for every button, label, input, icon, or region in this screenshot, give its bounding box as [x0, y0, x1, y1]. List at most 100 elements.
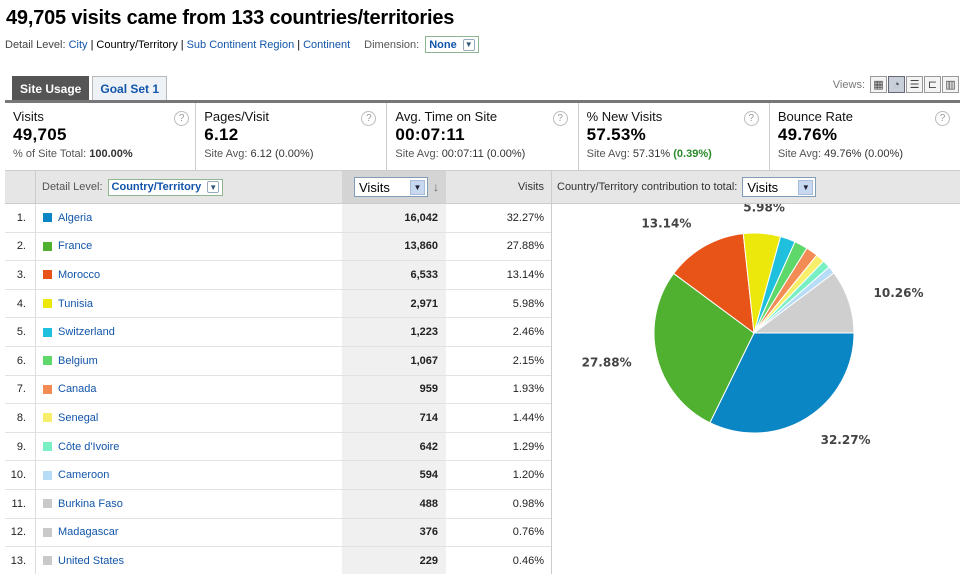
- metric-label: Bounce Rate: [777, 109, 853, 124]
- country-link[interactable]: Senegal: [58, 411, 99, 424]
- country-link[interactable]: Morocco: [58, 268, 101, 281]
- country-link[interactable]: France: [58, 240, 93, 253]
- help-icon[interactable]: ?: [174, 111, 190, 126]
- country-link[interactable]: Burkina Faso: [58, 497, 123, 510]
- percent-cell: 2.46%: [512, 326, 544, 339]
- table-row: 6. Belgium 1,067 2.15%: [5, 346, 551, 376]
- visits-cell: 376: [342, 518, 446, 547]
- pie-slice-algeria[interactable]: [709, 332, 855, 434]
- percent-cell: 32.27%: [506, 211, 544, 224]
- dimension-label: Dimension:: [364, 38, 420, 51]
- country-cell: Cameroon: [36, 461, 342, 489]
- detail-level-city-link[interactable]: City: [68, 38, 88, 51]
- row-number: 3.: [5, 261, 36, 289]
- metric-value: 00:07:11: [395, 125, 465, 144]
- percent-cell: 1.44%: [512, 411, 544, 424]
- pie-chart: 32.27% 27.88% 13.14% 5.98% 10.26%: [582, 204, 924, 447]
- legend-swatch: [43, 270, 52, 280]
- visits-cell: 488: [342, 489, 446, 518]
- pie-view-icon[interactable]: ◔: [888, 76, 905, 93]
- metric-subtext: Site Avg: 00:07:11 (0.00%): [395, 148, 526, 160]
- country-link[interactable]: Algeria: [58, 211, 93, 224]
- table-row: 7. Canada 959 1.93%: [5, 375, 551, 405]
- table-row: 9. Côte d'Ivoire 642 1.29%: [5, 432, 551, 462]
- help-icon[interactable]: ?: [552, 111, 568, 126]
- separator: |: [90, 38, 94, 51]
- chart-header: Country/Territory contribution to total:…: [552, 171, 960, 204]
- row-number: 10.: [5, 461, 36, 489]
- table-detail-select[interactable]: Country/Territory ▼: [107, 178, 224, 196]
- pie-slice-france[interactable]: [653, 272, 755, 424]
- metrics-scorecard: Visits 49,705 % of Site Total: 100.00% ?…: [5, 103, 960, 171]
- dimension-header: Detail Level: Country/Territory ▼: [36, 171, 342, 203]
- country-cell: Senegal: [36, 404, 342, 432]
- metric-subtext: Site Avg: 6.12 (0.00%): [204, 148, 314, 160]
- metric-new-visits: % New Visits 57.53% Site Avg: 57.31% (0.…: [579, 103, 770, 170]
- metric-column-select[interactable]: Visits ▼: [354, 177, 428, 197]
- detail-level-subcontinent-link[interactable]: Sub Continent Region: [186, 38, 295, 51]
- table-row: 2. France 13,860 27.88%: [5, 232, 551, 262]
- metric-subtext: Site Avg: 57.31% (0.39%): [586, 148, 712, 160]
- legend-swatch: [43, 241, 52, 251]
- tab-site-usage[interactable]: Site Usage: [12, 76, 90, 101]
- row-number: 5.: [5, 318, 36, 346]
- sort-descending-icon[interactable]: ↓: [433, 180, 439, 194]
- legend-swatch: [43, 213, 52, 223]
- country-link[interactable]: Switzerland: [58, 326, 115, 339]
- table-row: 12. Madagascar 376 0.76%: [5, 518, 551, 548]
- percent-cell: 2.15%: [512, 354, 544, 367]
- dimension-select[interactable]: None ▼: [425, 36, 479, 53]
- country-link[interactable]: Belgium: [58, 354, 98, 367]
- tab-goal-set-1[interactable]: Goal Set 1: [92, 76, 168, 101]
- pie-slice-morocco[interactable]: [672, 233, 755, 335]
- table-row: 10. Cameroon 594 1.20%: [5, 461, 551, 490]
- country-cell: Morocco: [36, 261, 342, 289]
- legend-swatch: [43, 299, 52, 309]
- country-link[interactable]: Cameroon: [58, 469, 110, 482]
- row-number: 2.: [5, 232, 36, 261]
- bar-view-icon[interactable]: ☰: [906, 76, 923, 93]
- pie-slice-other[interactable]: [752, 272, 855, 334]
- metric-label: Visits: [13, 109, 44, 124]
- page-title: 49,705 visits came from 133 countries/te…: [6, 7, 455, 29]
- row-number: 11.: [5, 489, 36, 518]
- metric-subtext: Site Avg: 49.76% (0.00%): [777, 148, 903, 160]
- row-number: 6.: [5, 346, 36, 375]
- help-icon[interactable]: ?: [361, 111, 377, 126]
- metric-bounce-rate: Bounce Rate 49.76% Site Avg: 49.76% (0.0…: [770, 103, 960, 170]
- dimension-select-value: None: [429, 38, 457, 51]
- country-link[interactable]: United States: [58, 554, 125, 567]
- percent-cell: 1.29%: [512, 440, 544, 453]
- table-row: 13. United States 229 0.46%: [5, 547, 551, 574]
- comparison-view-icon[interactable]: ⊏: [924, 76, 941, 93]
- percent-column-header: Visits: [517, 181, 544, 193]
- country-cell: France: [36, 233, 342, 261]
- metric-value: 6.12: [204, 125, 239, 144]
- country-link[interactable]: Madagascar: [58, 526, 119, 539]
- detail-level-continent-link[interactable]: Continent: [303, 38, 351, 51]
- legend-swatch: [43, 470, 52, 480]
- country-link[interactable]: Canada: [58, 383, 97, 396]
- metric-value: 57.53%: [586, 125, 647, 144]
- help-icon[interactable]: ?: [935, 111, 951, 126]
- data-table: Detail Level: Country/Territory ▼ Visits…: [5, 171, 551, 574]
- chevron-down-icon: ▼: [462, 38, 475, 51]
- percent-cell: 13.14%: [506, 268, 544, 281]
- country-link[interactable]: Côte d'Ivoire: [58, 440, 120, 453]
- chevron-down-icon: ▼: [798, 179, 814, 195]
- table-row: 1. Algeria 16,042 32.27%: [5, 204, 551, 233]
- metric-column-header: Visits ▼ ↓: [342, 171, 446, 203]
- legend-swatch: [43, 413, 52, 423]
- pivot-view-icon[interactable]: ▥: [942, 76, 959, 93]
- chart-metric-select[interactable]: Visits ▼: [742, 177, 817, 197]
- visits-cell: 1,067: [342, 346, 446, 375]
- visits-cell: 594: [342, 461, 446, 489]
- table-view-icon[interactable]: ▦: [870, 76, 887, 93]
- tab-divider: [5, 100, 960, 103]
- row-number: 12.: [5, 518, 36, 547]
- visits-cell: 714: [342, 404, 446, 432]
- help-icon[interactable]: ?: [743, 111, 759, 126]
- country-cell: Canada: [36, 376, 342, 404]
- country-link[interactable]: Tunisia: [58, 297, 94, 310]
- metric-pages-per-visit: Pages/Visit 6.12 Site Avg: 6.12 (0.00%) …: [196, 103, 388, 170]
